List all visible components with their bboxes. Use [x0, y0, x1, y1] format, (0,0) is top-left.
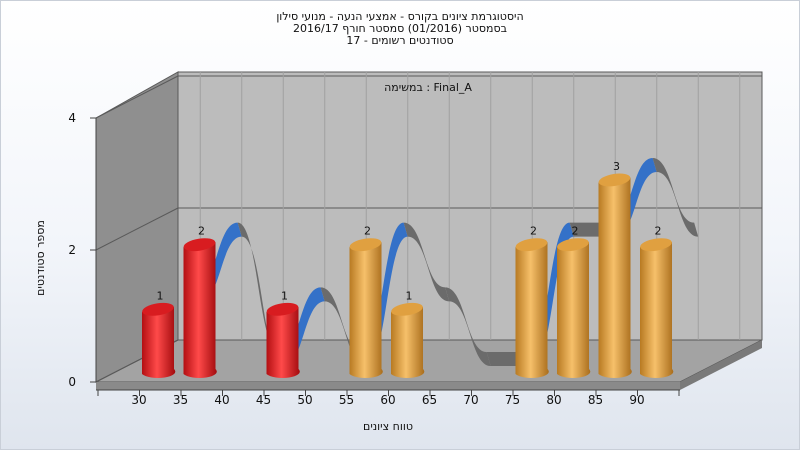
x-ticks: 30 35 40 45 50 55 60 65 70 75 80 85 90: [96, 389, 680, 407]
chart-title-line-3: סטודנטים רשומים - 17: [346, 34, 454, 47]
bar-80: [557, 238, 591, 378]
x-tick-label: 55: [339, 393, 354, 407]
bar-85: [598, 173, 632, 378]
bar-body: [349, 242, 383, 378]
bar-body: [557, 242, 591, 378]
bar-value-label: 1: [281, 289, 288, 302]
bar-55: [349, 238, 383, 378]
bar-top: [598, 173, 631, 187]
x-tick-label: 50: [297, 393, 312, 407]
y-ticks: 0 2 4: [68, 111, 97, 389]
ribbon-segment: [362, 222, 408, 367]
y-axis-label: מספר סטודנטים: [34, 220, 47, 296]
bar-body: [640, 242, 674, 379]
ribbon-segment: [403, 222, 450, 302]
x-tick-label: 85: [588, 393, 603, 407]
bar-30: [142, 302, 176, 378]
bar-body: [266, 306, 300, 378]
bar-labels: 1 2 1 2 1 2 2 3 2: [157, 160, 662, 302]
bar-value-label: 1: [157, 289, 164, 302]
grid-line-side: [95, 207, 179, 251]
bar-value-label: 1: [406, 289, 413, 302]
bar-body: [515, 242, 549, 378]
bar-75: [515, 238, 549, 378]
chart-title-line-2: בסמסטר (01/2016) סמסטר חורף 2016/17: [293, 22, 507, 35]
bar-value-label: 2: [364, 225, 371, 238]
bar-body: [183, 242, 217, 378]
x-tick-label: 75: [505, 393, 520, 407]
bar-top: [183, 238, 216, 252]
x-tick-label: 65: [422, 393, 437, 407]
bar-top: [515, 238, 548, 252]
bar-body: [598, 177, 632, 378]
chart-subtitle: במשימה : Final_A: [384, 81, 472, 94]
x-tick-label: 45: [256, 393, 271, 407]
bar-top: [640, 238, 672, 252]
bar-value-label: 2: [655, 225, 662, 238]
bar-value-label: 2: [572, 225, 579, 238]
bar-value-label: 3: [613, 160, 620, 173]
x-tick-label: 35: [173, 393, 188, 407]
grid-line-side: [95, 75, 179, 119]
bar-90: [640, 238, 674, 379]
ribbon-segment: [652, 158, 699, 237]
chart-title-line-1: היסטוגרמת ציונים בקורס - אמצעי הנעה - מנ…: [276, 10, 524, 23]
bar-35: [183, 238, 217, 378]
x-tick-label: 70: [463, 393, 478, 407]
bars: [142, 173, 674, 379]
x-tick-label: 90: [629, 393, 644, 407]
bar-top: [349, 238, 382, 252]
back-wall: [177, 71, 763, 341]
x-tick-label: 40: [214, 393, 229, 407]
x-tick-label: 80: [546, 393, 561, 407]
y-tick-label: 0: [68, 375, 76, 389]
bar-45: [266, 302, 300, 378]
bar-value-label: 2: [198, 225, 205, 238]
ribbon-segment: [445, 287, 491, 367]
bar-top: [391, 302, 423, 316]
bar-top: [557, 238, 589, 252]
x-tick-label: 30: [131, 393, 146, 407]
y-tick-label: 2: [68, 243, 76, 257]
floor-side-edge: [680, 340, 762, 390]
ribbon-segment: [237, 222, 284, 367]
floor-edge: [96, 382, 680, 390]
y-tick-label: 4: [68, 111, 76, 125]
x-tick-label: 60: [380, 393, 395, 407]
bar-body: [391, 306, 425, 378]
bar-value-label: 2: [530, 225, 537, 238]
ribbon-segment: [320, 287, 367, 367]
x-axis-label: טווח ציונים: [363, 420, 413, 433]
bar-60: [391, 302, 425, 378]
bar-body: [142, 306, 176, 378]
bar-top: [266, 302, 299, 316]
ribbon-segment: [528, 222, 574, 367]
bar-top: [142, 302, 174, 316]
